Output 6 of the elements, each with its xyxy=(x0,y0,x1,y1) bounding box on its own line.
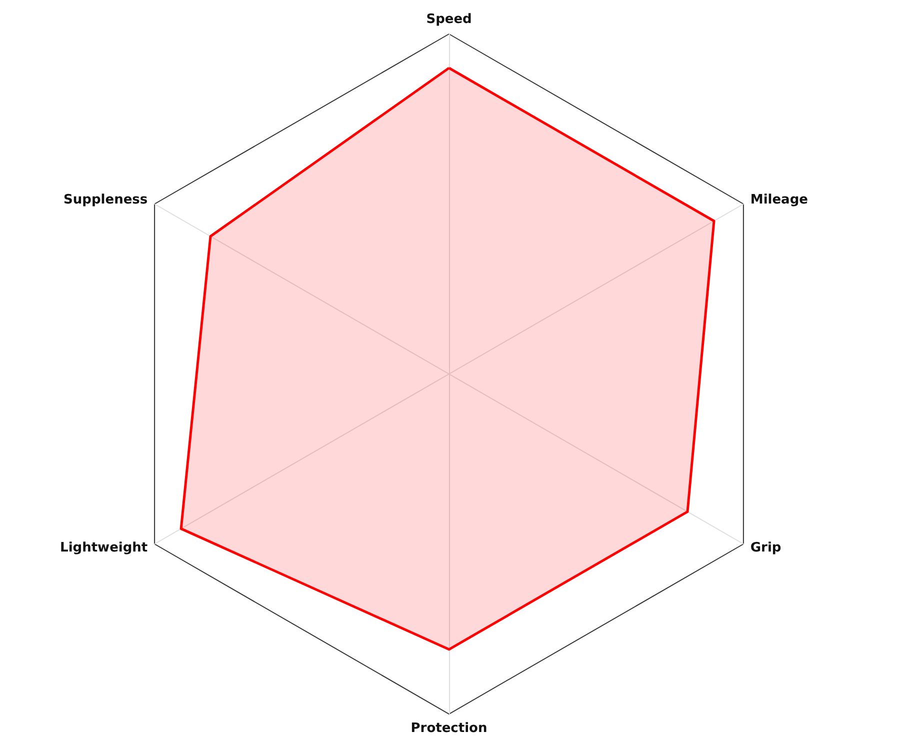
spoke-label: Suppleness xyxy=(64,192,148,208)
spoke-label: Protection xyxy=(410,721,488,736)
spoke-label: Speed xyxy=(426,12,472,27)
spoke-label: Lightweight xyxy=(60,540,148,556)
spoke-label: Mileage xyxy=(750,192,808,208)
spoke-label: Grip xyxy=(750,540,782,556)
